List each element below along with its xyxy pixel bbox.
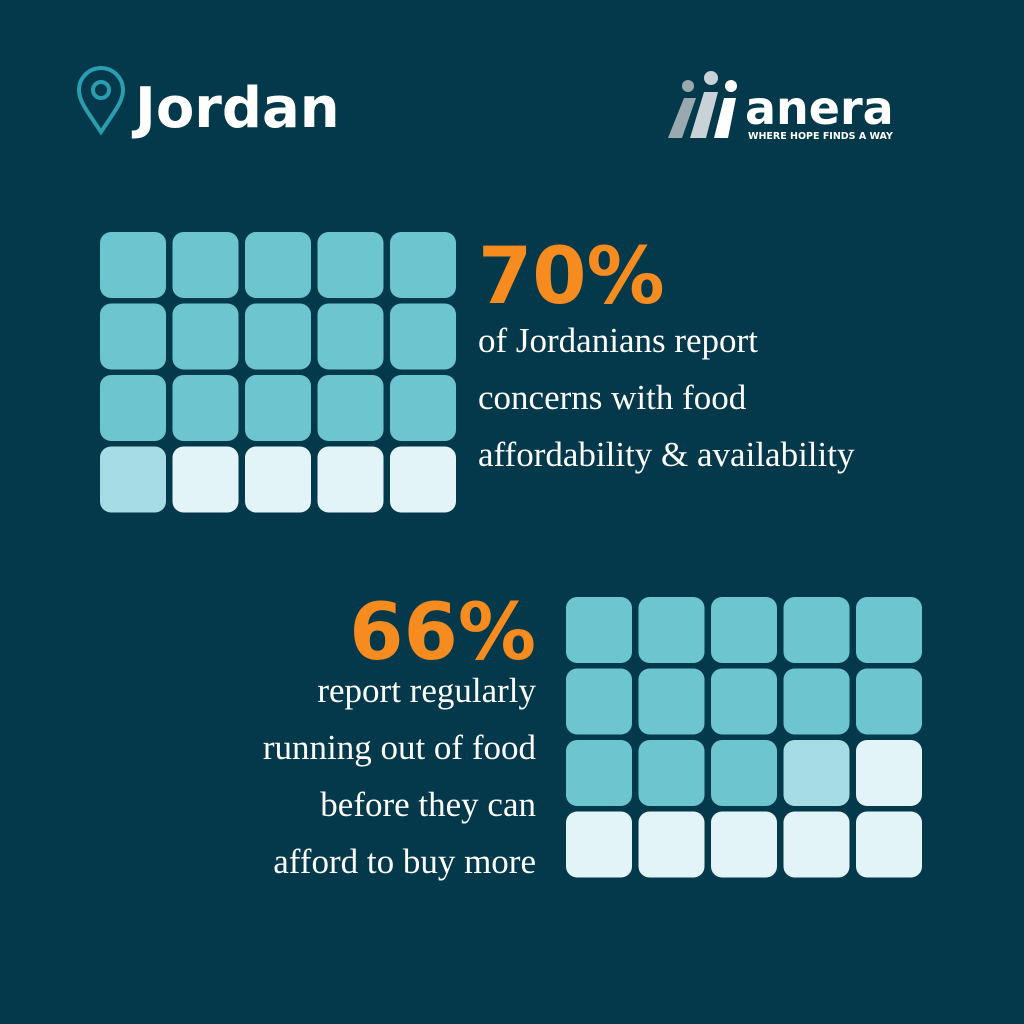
waffle-cell — [317, 375, 384, 441]
waffle-cell — [783, 811, 850, 878]
pin-icon — [76, 66, 126, 136]
waffle-cell — [638, 811, 705, 878]
waffle-cell — [100, 375, 166, 441]
waffle-cell — [638, 740, 705, 806]
stat-text: before they can — [320, 785, 536, 824]
waffle-cell — [100, 446, 166, 513]
waffle-cell — [856, 597, 922, 663]
stat-text: running out of food — [263, 728, 537, 767]
waffle-cell — [711, 740, 777, 806]
waffle-cell — [783, 668, 850, 735]
waffle-cell — [566, 668, 632, 735]
stat-text: affordability & availability — [478, 435, 855, 474]
waffle-cell — [317, 303, 384, 370]
waffle-cell — [172, 375, 239, 441]
waffle-cell — [856, 740, 922, 806]
waffle-cell — [100, 303, 166, 370]
stat-figure: 70% — [478, 232, 665, 322]
location-title: Jordan — [131, 76, 340, 141]
waffle-cell — [566, 811, 632, 878]
waffle-cell — [172, 232, 239, 298]
logo-tagline: WHERE HOPE FINDS A WAY — [748, 131, 893, 142]
waffle-cell — [245, 303, 311, 370]
waffle-cell — [856, 811, 922, 878]
waffle-cell — [711, 811, 777, 878]
stat-text: afford to buy more — [273, 842, 536, 881]
waffle-cell — [317, 232, 384, 298]
waffle-cell — [783, 740, 850, 806]
logo-name: anera — [745, 81, 894, 135]
waffle-cell — [390, 375, 456, 441]
waffle-cell — [566, 740, 632, 806]
waffle-cell — [783, 597, 850, 663]
stat-text: of Jordanians report — [478, 321, 758, 360]
stat-text: report regularly — [317, 671, 536, 710]
waffle-cell — [245, 446, 311, 513]
logo-icon — [668, 71, 737, 138]
waffle-cell — [172, 303, 239, 370]
stat-figure: 66% — [349, 588, 536, 678]
waffle-cell — [638, 597, 705, 663]
waffle-cell — [172, 446, 239, 513]
waffle-cell — [638, 668, 705, 735]
stat-text: concerns with food — [478, 378, 747, 417]
waffle-cell — [390, 303, 456, 370]
waffle-cell — [100, 232, 166, 298]
waffle-cell — [245, 232, 311, 298]
waffle-cell — [390, 446, 456, 513]
waffle-cell — [711, 668, 777, 735]
waffle-cell — [317, 446, 384, 513]
waffle-cell — [390, 232, 456, 298]
waffle-cell — [711, 597, 777, 663]
waffle-cell — [245, 375, 311, 441]
waffle-cell — [566, 597, 632, 663]
waffle-cell — [856, 668, 922, 735]
